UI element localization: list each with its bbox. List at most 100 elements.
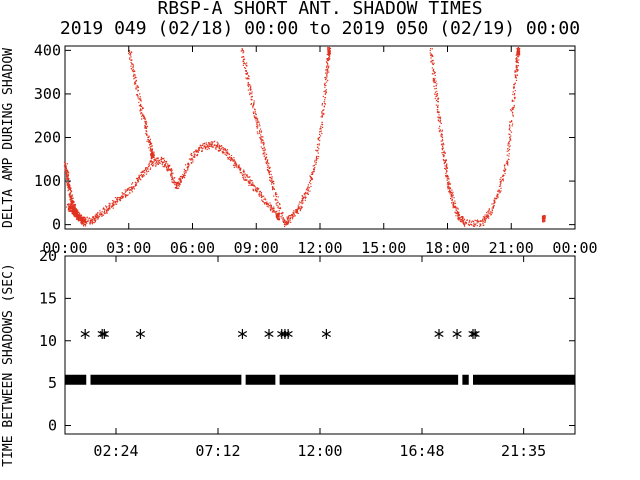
top-data-point: [270, 180, 272, 182]
top-data-point: [508, 141, 510, 144]
top-data-point: [83, 223, 86, 225]
top-data-point: [320, 125, 322, 127]
top-data-point: [65, 167, 67, 169]
top-data-point: [430, 57, 432, 59]
top-data-point: [439, 116, 441, 118]
top-data-point: [328, 58, 330, 60]
top-data-point: [185, 171, 187, 173]
top-data-point: [164, 160, 166, 163]
top-data-point: [251, 93, 253, 95]
top-data-point: [318, 133, 321, 136]
top-data-point: [488, 216, 490, 218]
top-data-point: [325, 84, 327, 86]
top-data-point: [243, 171, 245, 174]
top-data-point: [168, 168, 170, 170]
top-data-point: [241, 175, 244, 177]
top-data-point: [229, 158, 231, 160]
top-data-point: [219, 145, 221, 147]
top-data-point: [68, 181, 70, 183]
top-data-point: [512, 108, 514, 110]
top-data-point: [200, 144, 202, 146]
top-data-point: [68, 183, 70, 185]
top-data-point: [190, 158, 192, 160]
top-data-point: [253, 103, 255, 105]
top-data-point: [75, 216, 77, 218]
top-data-point: [515, 54, 517, 56]
top-data-point: [460, 217, 462, 219]
top-data-point: [173, 180, 175, 182]
top-data-point: [222, 149, 224, 151]
top-data-point: [517, 52, 519, 54]
top-data-point: [258, 123, 260, 125]
top-data-point: [229, 156, 231, 158]
top-data-point: [120, 197, 122, 200]
top-data-point: [256, 122, 258, 124]
top-data-point: [321, 132, 323, 135]
top-data-point: [450, 194, 452, 196]
top-data-point: [225, 151, 227, 153]
top-data-point: [309, 176, 312, 178]
top-data-point: [148, 164, 150, 167]
top-data-point: [107, 209, 109, 212]
top-data-point: [229, 159, 232, 162]
top-data-point: [268, 171, 270, 173]
top-data-point: [191, 155, 193, 157]
top-data-point: [137, 90, 139, 92]
top-data-point: [223, 149, 225, 151]
top-data-point: [216, 144, 218, 147]
top-data-point: [269, 166, 271, 169]
top-data-point: [310, 176, 313, 179]
top-data-point: [109, 205, 111, 207]
top-data-point: [76, 212, 79, 215]
top-data-point: [80, 220, 83, 222]
top-data-point: [460, 216, 462, 218]
top-data-point: [327, 52, 329, 54]
top-data-point: [258, 195, 261, 197]
top-data-point: [510, 110, 512, 112]
top-data-point: [500, 187, 502, 189]
top-data-point: [260, 130, 263, 132]
top-data-point: [202, 147, 204, 149]
top-data-point: [258, 187, 260, 190]
top-data-point: [326, 61, 328, 64]
top-data-point: [287, 217, 290, 219]
top-data-point: [437, 120, 440, 122]
top-data-point: [469, 219, 471, 222]
top-data-point: [283, 225, 286, 228]
top-data-point: [499, 183, 501, 186]
top-data-point: [70, 205, 72, 207]
top-data-point: [151, 157, 153, 159]
top-data-point: [235, 165, 237, 167]
top-data-point: [544, 219, 546, 222]
top-data-point: [272, 187, 274, 189]
top-data-point: [133, 188, 136, 190]
top-data-point: [149, 160, 151, 162]
top-data-point: [321, 112, 323, 114]
top-data-point: [310, 177, 312, 179]
top-data-point: [264, 148, 266, 150]
top-data-point: [215, 148, 217, 150]
top-data-point: [74, 210, 76, 212]
top-data-point: [154, 162, 156, 164]
top-data-point: [75, 210, 77, 213]
top-data-point: [322, 109, 324, 111]
top-data-point: [504, 172, 506, 175]
top-data-point: [437, 106, 439, 108]
top-data-point: [241, 48, 243, 51]
top-data-point: [69, 187, 71, 189]
top-data-point: [79, 216, 81, 218]
top-data-point: [78, 214, 80, 216]
top-data-point: [245, 179, 247, 181]
top-data-point: [71, 203, 73, 205]
top-data-point: [325, 66, 328, 68]
top-data-point: [195, 149, 197, 151]
top-data-point: [234, 160, 236, 163]
top-data-point: [122, 193, 124, 195]
top-data-point: [286, 216, 288, 218]
top-data-point: [309, 190, 311, 192]
top-data-point: [269, 179, 271, 181]
top-data-point: [198, 147, 200, 149]
top-data-point: [193, 153, 195, 155]
top-data-point: [438, 130, 440, 132]
top-data-point: [448, 178, 450, 180]
